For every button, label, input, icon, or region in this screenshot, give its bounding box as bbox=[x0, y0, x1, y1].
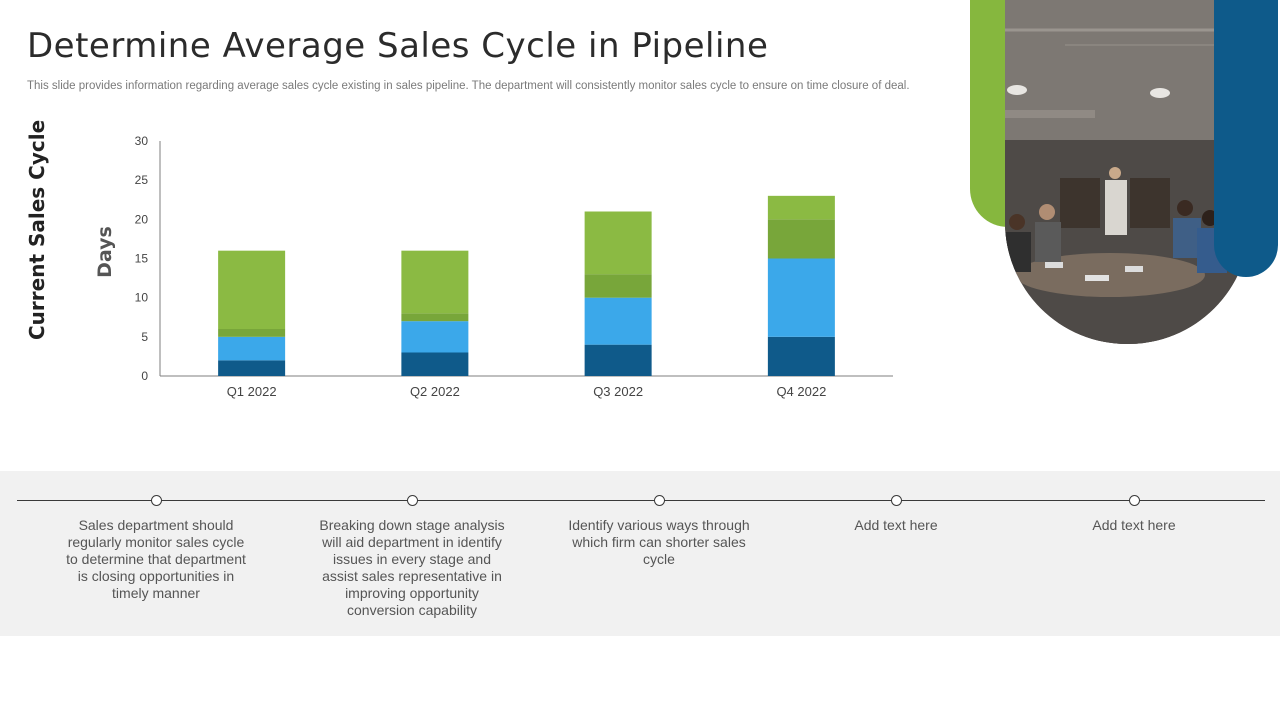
bar-segment bbox=[218, 329, 286, 337]
bar-segment bbox=[401, 250, 469, 314]
bar-segment bbox=[767, 258, 835, 337]
timeline-node-2 bbox=[407, 495, 418, 506]
bar-segment bbox=[401, 321, 469, 353]
y-tick-label: 30 bbox=[135, 134, 149, 148]
bar-segment bbox=[401, 352, 469, 376]
bar-segment bbox=[584, 274, 652, 298]
y-tick-label: 15 bbox=[135, 252, 149, 266]
x-tick-label: Q1 2022 bbox=[227, 384, 277, 399]
x-tick-label: Q2 2022 bbox=[410, 384, 460, 399]
bar-segment bbox=[401, 313, 469, 322]
note-text: Breaking down stage analysis will aid de… bbox=[319, 517, 505, 618]
timeline-line bbox=[17, 500, 1265, 501]
y-tick-label: 5 bbox=[141, 330, 148, 344]
bar-segment bbox=[767, 219, 835, 259]
timeline-node-4 bbox=[891, 495, 902, 506]
page-title: Determine Average Sales Cycle in Pipelin… bbox=[27, 26, 769, 66]
y-axis-label: Days bbox=[94, 226, 116, 278]
timeline-node-5 bbox=[1129, 495, 1140, 506]
timeline-node-3 bbox=[654, 495, 665, 506]
y-tick-label: 20 bbox=[135, 212, 149, 226]
bar-segment bbox=[584, 211, 652, 275]
y-tick-label: 0 bbox=[141, 369, 148, 383]
blue-accent-shape bbox=[1214, 0, 1278, 277]
y-tick-label: 10 bbox=[135, 291, 149, 305]
bar-segment bbox=[218, 360, 286, 376]
bar-segment bbox=[218, 336, 286, 361]
page-subtitle: This slide provides information regardin… bbox=[27, 80, 910, 92]
sales-cycle-chart: 0 5 10 15 20 25 30 Q1 2022 Q2 2022 Q3 2022 Q4 2022 bbox=[135, 134, 893, 399]
bar-segment bbox=[584, 344, 652, 376]
note-text: Add text here bbox=[854, 517, 938, 533]
team-meeting-photo bbox=[1005, 0, 1250, 344]
y-tick-label: 25 bbox=[135, 173, 149, 187]
bar-segment bbox=[584, 297, 652, 345]
x-tick-label: Q3 2022 bbox=[593, 384, 643, 399]
note-text: Identify various ways through which firm… bbox=[568, 517, 750, 567]
note-text: Sales department should regularly monito… bbox=[66, 517, 246, 601]
timeline-node-1 bbox=[151, 495, 162, 506]
notes-band bbox=[0, 471, 1280, 636]
x-tick-label: Q4 2022 bbox=[776, 384, 826, 399]
bar-segment bbox=[767, 336, 835, 376]
bar-segment bbox=[767, 195, 835, 220]
note-text: Add text here bbox=[1092, 517, 1176, 533]
section-label: Current Sales Cycle bbox=[25, 119, 49, 340]
bar-segment bbox=[218, 250, 286, 329]
